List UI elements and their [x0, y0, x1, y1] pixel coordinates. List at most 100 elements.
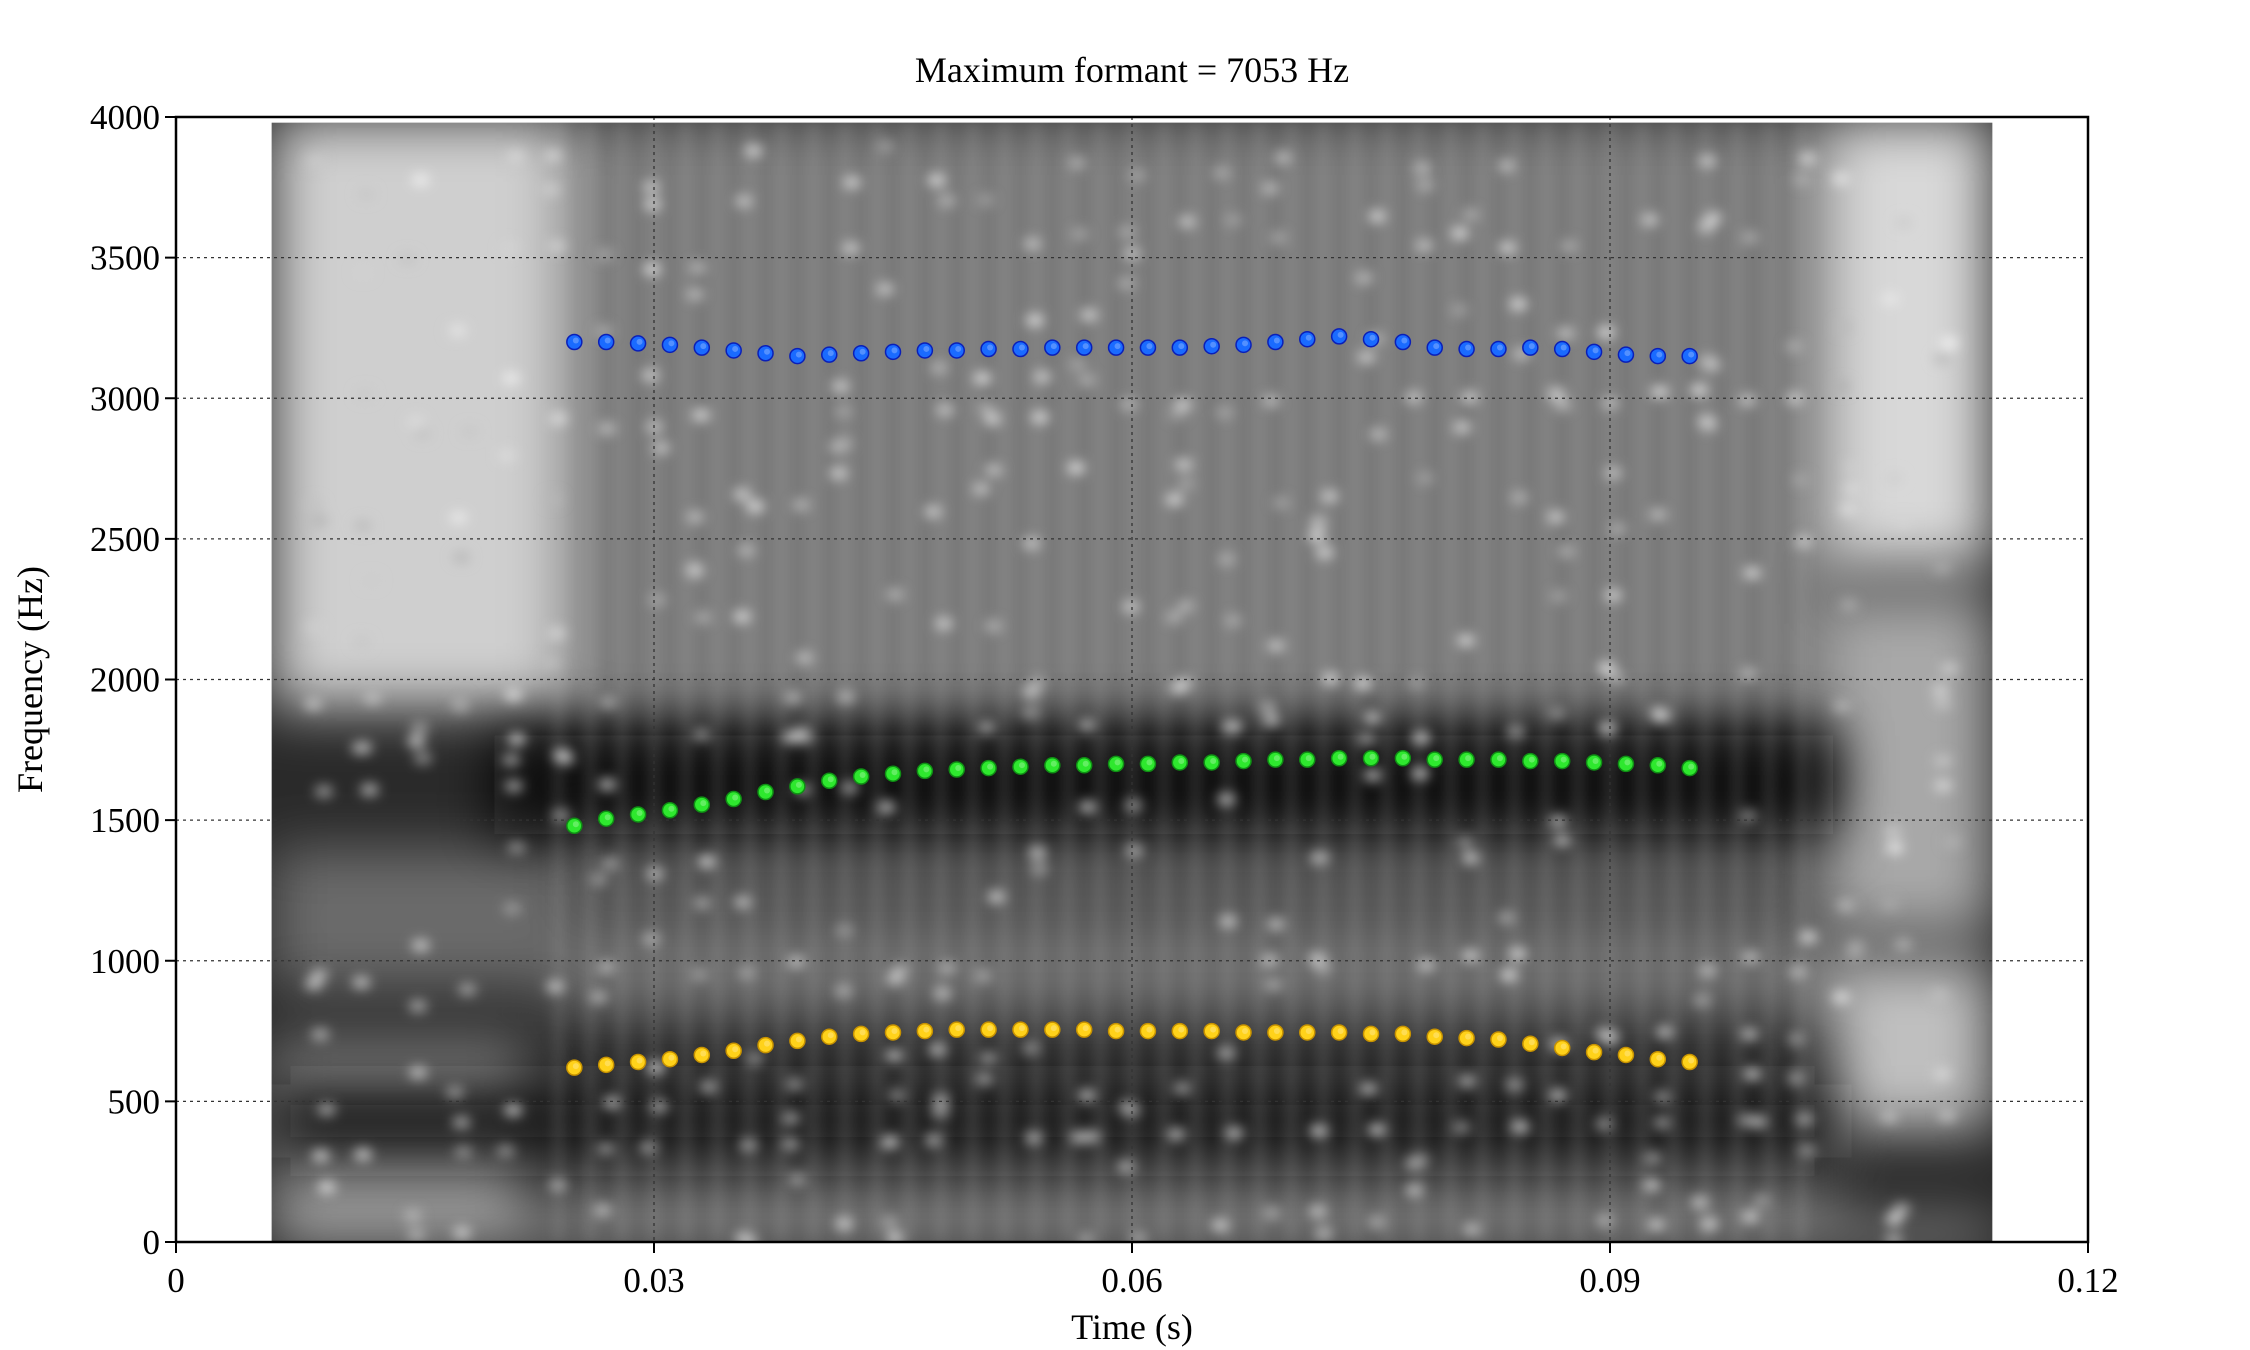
formant-point — [1171, 754, 1189, 771]
formant-series-3 — [566, 1021, 1698, 1076]
formant-point-highlight — [668, 805, 675, 812]
formant-point — [1107, 339, 1125, 356]
formant-point-highlight — [923, 345, 930, 352]
formant-point — [1553, 340, 1571, 358]
formant-point-highlight — [1465, 344, 1472, 351]
formant-point-highlight — [1369, 1029, 1376, 1036]
formant-point — [1617, 755, 1635, 773]
formant-point-highlight — [1178, 757, 1185, 764]
formant-point — [1490, 751, 1507, 768]
formant-point — [1171, 339, 1189, 356]
formant-point-highlight — [1018, 1025, 1025, 1032]
formant-point-highlight — [700, 343, 707, 350]
formant-point-highlight — [604, 1060, 611, 1067]
formant-point-highlight — [1050, 1025, 1057, 1032]
formant-point — [757, 345, 774, 362]
x-tick-label: 0 — [167, 1261, 185, 1300]
formant-point — [1139, 339, 1157, 356]
formant-point-highlight — [1496, 1035, 1503, 1041]
formant-point — [916, 1022, 934, 1040]
formant-point-highlight — [1337, 1027, 1344, 1034]
formant-point — [661, 1050, 679, 1068]
formant-point-highlight — [1688, 1057, 1695, 1064]
formant-point — [1299, 751, 1316, 768]
formant-point-highlight — [1592, 347, 1599, 354]
y-tick-label: 500 — [108, 1082, 161, 1121]
formant-point-highlight — [859, 1029, 866, 1036]
formant-point — [1075, 757, 1093, 774]
formant-point — [884, 1024, 902, 1041]
y-tick-label: 4000 — [90, 98, 160, 137]
formant-point-highlight — [1242, 1027, 1249, 1034]
formant-point-highlight — [1433, 755, 1440, 762]
formant-point — [1362, 750, 1380, 767]
formant-point-highlight — [1146, 343, 1153, 350]
formant-point-highlight — [923, 1026, 930, 1033]
formant-point-highlight — [859, 348, 866, 355]
formant-point-highlight — [1082, 760, 1089, 767]
formant-point-highlight — [1496, 755, 1503, 762]
formant-point-highlight — [1433, 343, 1440, 350]
formant-point-highlight — [700, 800, 707, 807]
formant-point — [1044, 339, 1061, 356]
y-tick-label: 3000 — [90, 379, 160, 418]
formant-point — [1649, 757, 1667, 774]
formant-point — [789, 347, 806, 365]
formant-point — [884, 765, 902, 782]
formant-point — [566, 1059, 583, 1076]
formant-point — [789, 778, 806, 795]
formant-point-highlight — [604, 814, 611, 821]
formant-point-highlight — [636, 810, 643, 816]
formant-point — [566, 817, 583, 834]
formant-point — [916, 762, 934, 780]
formant-point — [597, 1056, 615, 1074]
formant-point — [980, 340, 997, 358]
y-tick-label: 0 — [143, 1223, 161, 1262]
formant-point-highlight — [572, 337, 579, 344]
formant-point-highlight — [891, 347, 898, 354]
formant-point-highlight — [1305, 755, 1312, 762]
x-tick-label: 0.03 — [623, 1261, 684, 1300]
formant-point — [1235, 1024, 1252, 1041]
formant-point-highlight — [1210, 1026, 1217, 1033]
formant-point — [1458, 751, 1475, 768]
formant-point-highlight — [955, 765, 962, 771]
formant-point-highlight — [987, 763, 994, 770]
formant-point — [1490, 1031, 1507, 1048]
y-tick-label: 3500 — [90, 239, 160, 278]
x-axis: 0 0.03 0.06 0.09 0.12 — [167, 1242, 2119, 1300]
formant-point-highlight — [1273, 337, 1280, 344]
formant-point-highlight — [1433, 1032, 1440, 1039]
formant-point-highlight — [795, 1036, 802, 1043]
formant-point — [1362, 1025, 1380, 1043]
formant-point — [1330, 328, 1348, 345]
formant-point — [1139, 755, 1157, 773]
formant-point-highlight — [764, 787, 771, 794]
formant-point-highlight — [1082, 343, 1089, 350]
formant-point — [1044, 1021, 1061, 1038]
formant-point-highlight — [1369, 334, 1376, 341]
formant-point — [1681, 1053, 1698, 1071]
formant-point — [1649, 347, 1667, 365]
formant-point — [725, 790, 742, 808]
formant-point — [1012, 1021, 1029, 1038]
formant-point-highlight — [955, 345, 962, 352]
formant-point-highlight — [1624, 759, 1631, 766]
formant-point-highlight — [1273, 1027, 1280, 1034]
formant-point-highlight — [1050, 343, 1057, 350]
x-tick-label: 0.12 — [2057, 1261, 2118, 1300]
formant-point-highlight — [827, 776, 834, 783]
formant-point — [629, 335, 647, 352]
formant-point-highlight — [572, 821, 579, 828]
formant-point — [1107, 1022, 1125, 1040]
formant-point-highlight — [1337, 753, 1344, 760]
formant-point-highlight — [795, 781, 802, 788]
formant-point-highlight — [604, 337, 611, 344]
formant-point — [852, 768, 870, 785]
formant-point-highlight — [1146, 759, 1153, 766]
formant-point-highlight — [955, 1025, 962, 1032]
formant-point — [1681, 759, 1698, 777]
formant-point-highlight — [1656, 1054, 1663, 1061]
formant-point — [1585, 754, 1603, 771]
